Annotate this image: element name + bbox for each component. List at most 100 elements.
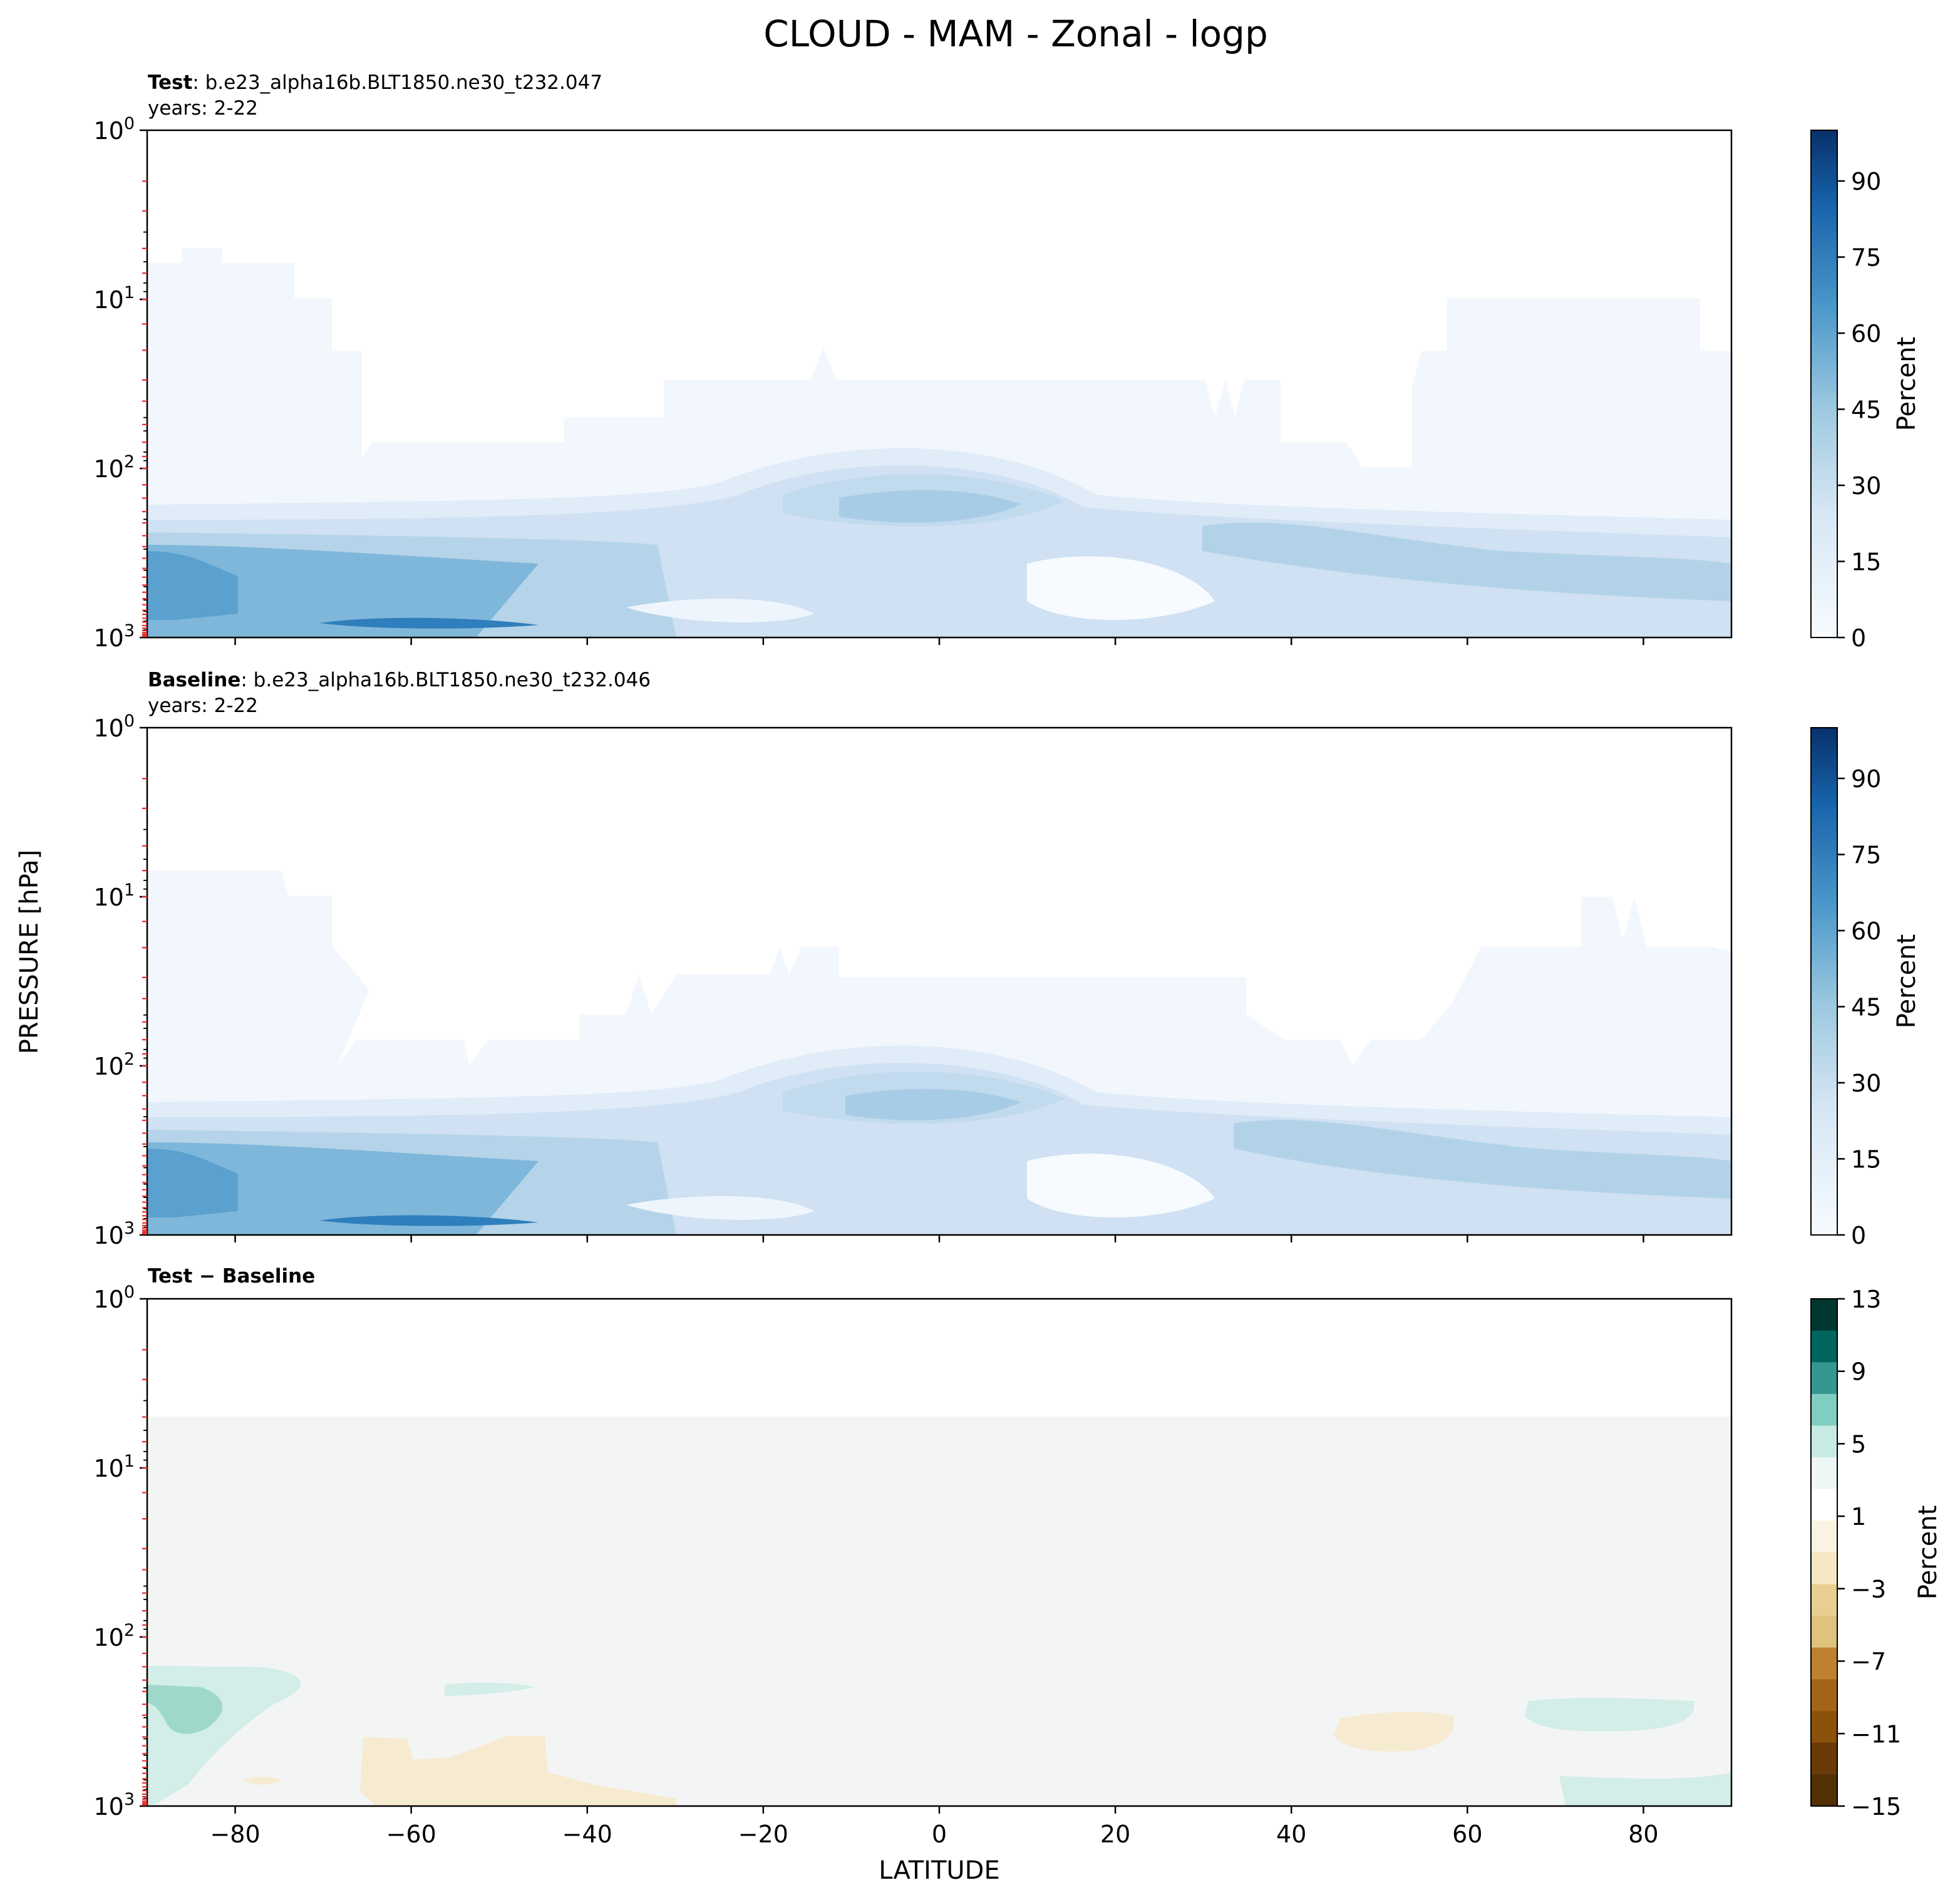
panel-baseline-field — [147, 728, 1731, 1235]
colorbar-band — [1811, 1299, 1837, 1331]
x-tick-label: 60 — [1452, 1820, 1482, 1848]
panel-test-field — [147, 130, 1731, 638]
panel-test-title-bold: Test — [148, 71, 193, 94]
colorbar-band — [1811, 1616, 1837, 1648]
panel-difference-x-ticks: −80 −60 −40 −20 0 20 40 60 80 — [210, 1806, 1659, 1848]
x-tick-label: −60 — [386, 1820, 436, 1848]
colorbar-band — [1811, 1362, 1837, 1395]
colorbar-band — [1811, 1393, 1837, 1426]
y-tick-exponent: 1 — [124, 283, 135, 302]
colorbar-tick-label: 45 — [1851, 396, 1881, 424]
y-tick-base: 10 — [93, 884, 123, 911]
colorbar-tick-label: 30 — [1851, 472, 1881, 500]
y-tick-label: 102 — [93, 1621, 135, 1651]
colorbar-tick-label: 13 — [1851, 1286, 1881, 1313]
panel-test-colorbar-ticks: 0 15 30 45 60 75 90 — [1837, 168, 1881, 652]
panel-test: Test: b.e23_alpha16b.BLT1850.ne30_t232.0… — [93, 71, 1921, 652]
colorbar-tick-label: 30 — [1851, 1070, 1881, 1097]
panel-difference-colorbar-ticks: 13 9 5 1 −3 −7 −11 −15 — [1837, 1286, 1901, 1820]
panel-test-subtitle: years: 2-22 — [148, 97, 258, 120]
colorbar-tick-label: 90 — [1851, 765, 1881, 793]
y-tick-base: 10 — [93, 1455, 123, 1482]
panel-test-x-ticks — [234, 638, 1644, 645]
panel-difference-colorbar-frame — [1810, 1298, 1838, 1807]
panel-baseline-colorbar-fill — [1810, 727, 1838, 1236]
colorbar-band — [1811, 1679, 1837, 1712]
y-tick-label: 102 — [93, 1050, 135, 1080]
y-tick-label: 103 — [93, 621, 135, 652]
panel-baseline-level-marks — [142, 778, 147, 1235]
colorbar-band — [1811, 1647, 1837, 1680]
y-tick-exponent: 2 — [124, 1050, 135, 1069]
panel-test-title-rest: : b.e23_alpha16b.BLT1850.ne30_t232.047 — [192, 71, 602, 94]
y-tick-label: 101 — [93, 1452, 135, 1482]
x-tick-label: 20 — [1100, 1820, 1130, 1848]
panel-difference-pos-sh-strong — [147, 1685, 222, 1734]
colorbar-band — [1811, 1711, 1837, 1743]
colorbar-tick-label: 75 — [1851, 842, 1881, 869]
colorbar-band — [1811, 1425, 1837, 1458]
panel-baseline-lowcloud-gap-2 — [1027, 1154, 1215, 1217]
panel-difference: Test − Baseline −80 −60 −40 −20 0 20 40 60 80 10… — [93, 1265, 1942, 1848]
x-tick-label: 40 — [1276, 1820, 1306, 1848]
colorbar-tick-label: 15 — [1851, 549, 1881, 576]
x-axis-label: LATITUDE — [879, 1856, 999, 1885]
panel-baseline-lowcloud-gap — [626, 1196, 814, 1220]
y-tick-exponent: 0 — [124, 1283, 135, 1302]
panel-baseline-title-rest: : b.e23_alpha16b.BLT1850.ne30_t232.046 — [240, 669, 651, 691]
y-tick-base: 10 — [93, 1286, 123, 1313]
y-tick-label: 103 — [93, 1219, 135, 1249]
y-tick-exponent: 0 — [124, 114, 135, 133]
panel-test-upper-core-2 — [839, 490, 1021, 523]
panel-difference-colorbar-label: Percent — [1914, 1505, 1942, 1600]
y-tick-label: 100 — [93, 1283, 135, 1313]
colorbar-tick-label: 60 — [1851, 917, 1881, 945]
y-tick-base: 10 — [93, 715, 123, 742]
panel-test-contour-7 — [319, 617, 539, 629]
y-tick-label: 102 — [93, 452, 135, 483]
panel-test-colorbar-label: Percent — [1892, 337, 1921, 431]
y-tick-base: 10 — [93, 1793, 123, 1820]
colorbar-tick-label: −7 — [1851, 1648, 1886, 1676]
panel-difference-colorbar-bands — [1811, 1299, 1837, 1807]
y-tick-exponent: 2 — [124, 1621, 135, 1640]
colorbar-tick-label: −15 — [1851, 1793, 1901, 1820]
x-tick-label: −80 — [210, 1820, 260, 1848]
y-tick-label: 100 — [93, 114, 135, 145]
y-tick-base: 10 — [93, 455, 123, 483]
panel-baseline-x-ticks — [234, 1235, 1644, 1242]
y-axis-label: PRESSURE [hPa] — [15, 850, 44, 1054]
figure-title: CLOUD - MAM - Zonal - logp — [763, 13, 1268, 55]
y-tick-exponent: 3 — [124, 1790, 135, 1809]
colorbar-band — [1811, 1457, 1837, 1490]
panel-baseline-colorbar-ticks: 0 15 30 45 60 75 90 — [1837, 765, 1881, 1249]
y-tick-base: 10 — [93, 117, 123, 145]
panel-difference-pos-nh-low — [1559, 1772, 1731, 1806]
panel-test-title: Test: b.e23_alpha16b.BLT1850.ne30_t232.0… — [148, 71, 602, 94]
colorbar-tick-label: 45 — [1851, 994, 1881, 1021]
y-tick-base: 10 — [93, 1222, 123, 1249]
panel-difference-pos-nh — [1525, 1698, 1694, 1732]
panel-difference-pos-midlat — [445, 1682, 535, 1696]
y-tick-exponent: 3 — [124, 1219, 135, 1238]
colorbar-tick-label: 0 — [1851, 1222, 1866, 1249]
y-tick-base: 10 — [93, 1624, 123, 1651]
x-tick-label: 0 — [932, 1820, 947, 1848]
panel-baseline-nh-layer — [1234, 1120, 1731, 1199]
y-tick-base: 10 — [93, 624, 123, 652]
colorbar-tick-label: 90 — [1851, 168, 1881, 195]
panel-baseline-upper-core-2 — [845, 1088, 1021, 1120]
colorbar-tick-label: 9 — [1851, 1358, 1866, 1386]
y-tick-exponent: 2 — [124, 452, 135, 472]
panel-baseline-contour-5 — [147, 1142, 539, 1235]
panel-test-lowcloud-gap — [626, 599, 814, 622]
panel-baseline-colorbar-label: Percent — [1892, 934, 1921, 1029]
panel-test-colorbar-fill — [1810, 130, 1838, 638]
colorbar-tick-label: 75 — [1851, 244, 1881, 272]
y-tick-exponent: 0 — [124, 711, 135, 731]
y-tick-base: 10 — [93, 286, 123, 314]
colorbar-tick-label: 15 — [1851, 1146, 1881, 1174]
x-tick-label: 80 — [1628, 1820, 1658, 1848]
